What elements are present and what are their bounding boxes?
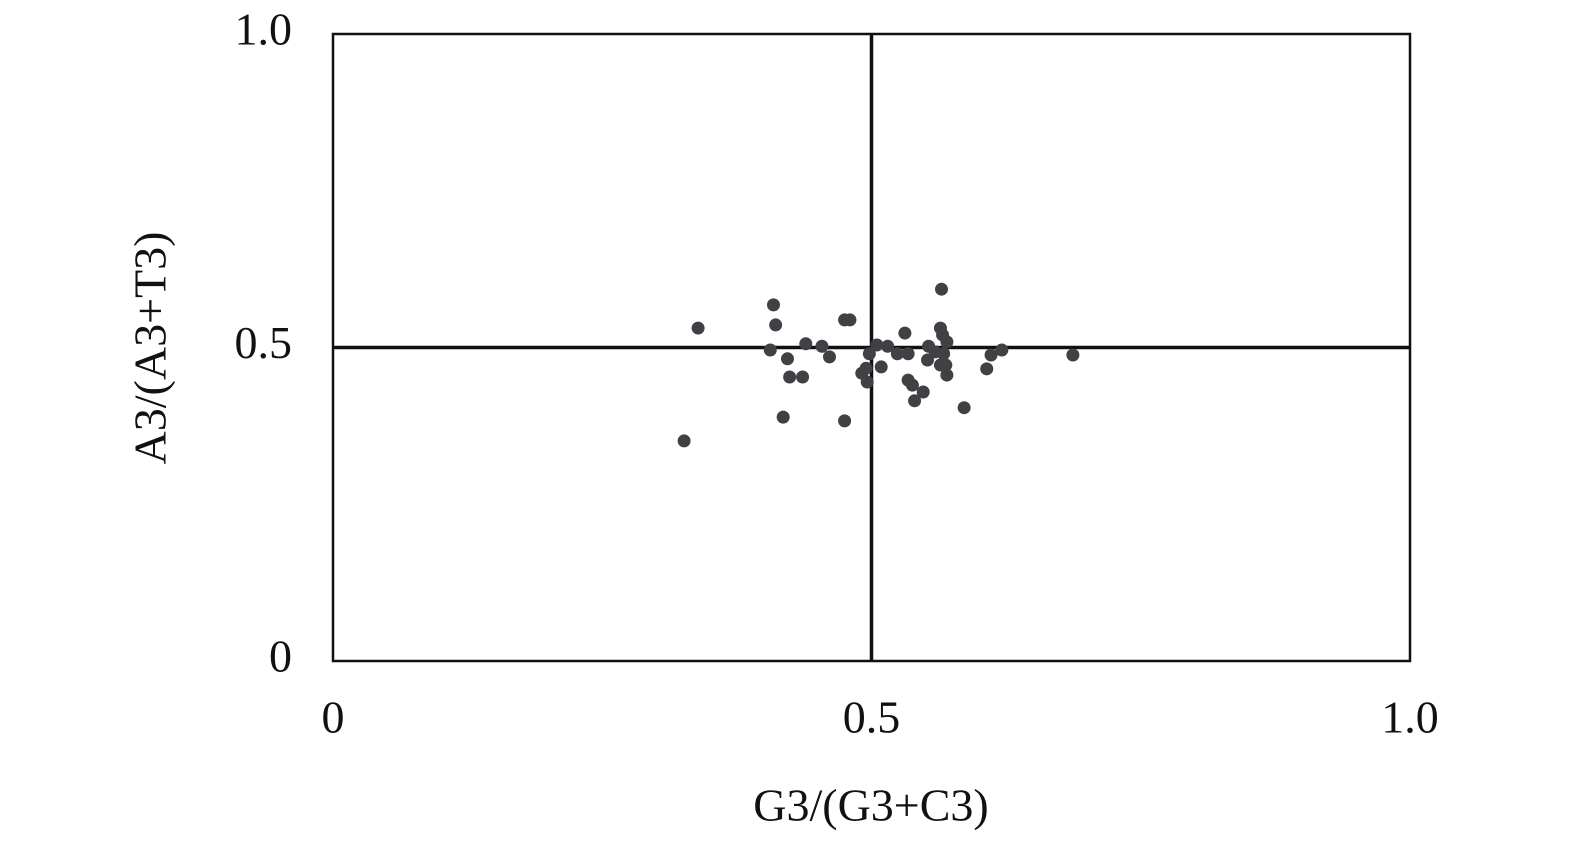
point xyxy=(677,434,691,448)
point xyxy=(763,343,777,357)
y-tick-label: 0 xyxy=(269,631,292,682)
point xyxy=(916,385,930,399)
x-tick-label: 1.0 xyxy=(1381,692,1439,743)
point xyxy=(860,375,874,389)
point xyxy=(935,282,949,296)
point xyxy=(984,348,998,362)
point xyxy=(937,347,951,361)
point xyxy=(1066,348,1080,362)
point xyxy=(776,410,790,424)
point xyxy=(890,347,904,361)
point xyxy=(901,347,915,361)
point xyxy=(940,368,954,382)
point xyxy=(838,414,852,428)
point xyxy=(862,347,876,361)
point xyxy=(843,313,857,327)
point xyxy=(980,362,994,376)
point xyxy=(822,350,836,364)
point xyxy=(783,370,797,384)
point xyxy=(908,394,922,408)
x-tick-label: 0 xyxy=(322,692,345,743)
x-tick-label: 0.5 xyxy=(843,692,901,743)
point xyxy=(766,298,780,312)
point xyxy=(691,321,705,335)
y-tick-label: 0.5 xyxy=(235,317,293,368)
point xyxy=(815,339,829,353)
point xyxy=(921,353,935,367)
point xyxy=(957,401,971,415)
point xyxy=(881,339,895,353)
point xyxy=(995,343,1009,357)
point xyxy=(859,361,873,375)
point xyxy=(769,318,783,332)
point xyxy=(898,326,912,340)
point xyxy=(874,360,888,374)
y-tick-label: 1.0 xyxy=(235,4,293,55)
point xyxy=(796,370,810,384)
x-axis-label: G3/(G3+C3) xyxy=(753,780,988,831)
point xyxy=(940,335,954,349)
point xyxy=(939,358,953,372)
point xyxy=(799,337,813,351)
point xyxy=(905,378,919,392)
point xyxy=(780,352,794,366)
point xyxy=(870,338,884,352)
y-axis-label: A3/(A3+T3) xyxy=(125,232,176,465)
